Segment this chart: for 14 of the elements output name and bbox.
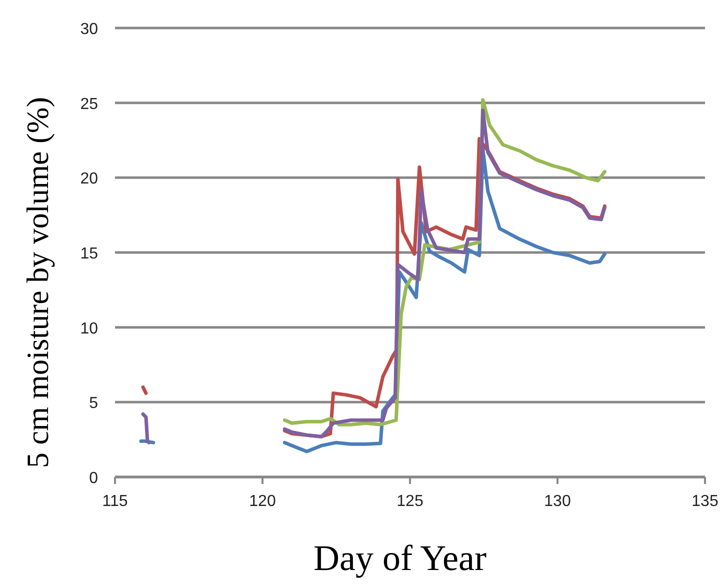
y-tick-label: 30: [80, 21, 98, 38]
x-tick-label: 125: [396, 493, 424, 510]
y-axis-title: 5 cm moisture by volume (%): [20, 96, 55, 468]
y-tick-label: 15: [80, 246, 98, 262]
x-axis-title: Day of Year: [314, 538, 486, 578]
y-tick-label: 0: [89, 470, 98, 487]
x-tick-label: 115: [102, 493, 128, 510]
x-tick-label: 130: [544, 493, 571, 510]
y-tick-label: 5: [89, 395, 98, 412]
y-tick-label: 20: [80, 170, 98, 188]
y-tick-label: 25: [80, 96, 98, 113]
x-tick-label: 135: [692, 493, 718, 510]
y-tick-label: 10: [80, 320, 98, 338]
x-tick-label: 120: [249, 493, 276, 510]
